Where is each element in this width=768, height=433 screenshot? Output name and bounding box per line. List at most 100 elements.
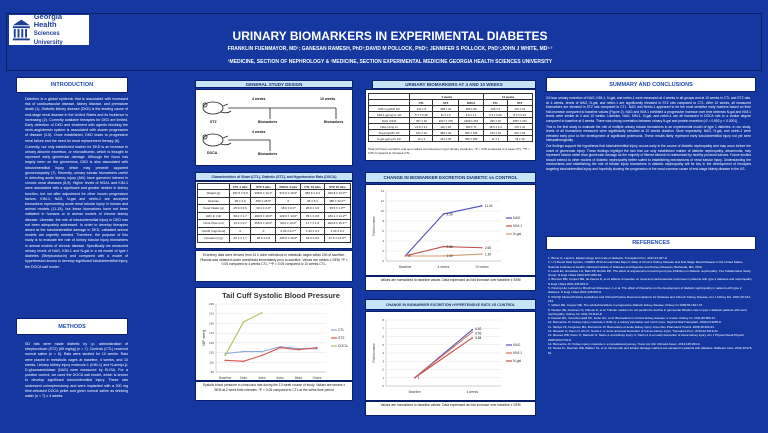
y-tick-label: 1 — [382, 376, 384, 380]
series-line-stz — [225, 347, 317, 362]
series-line-kim-1 — [414, 331, 473, 379]
y-tick-label: 130 — [209, 351, 214, 355]
data-label: 6.82 — [475, 327, 481, 331]
data-point — [481, 246, 483, 249]
y-tick-label: 4 — [382, 351, 384, 355]
legend-label: NAG — [513, 216, 521, 220]
table-cell: 38.1 ± 1.7 — [228, 211, 252, 220]
table-cell: 180.5 ± 19.0* — [250, 211, 277, 220]
x-tick-label: 2wks — [240, 376, 248, 380]
data-point — [242, 350, 245, 353]
data-point — [471, 328, 474, 331]
data-point — [471, 331, 474, 333]
intro-paragraph: Currently, our only established marker f… — [25, 144, 128, 269]
logo-text: Georgia Health — [33, 12, 63, 29]
reference-item: 9. Fassett RG, Venuthurupalli SK, Gobe G… — [548, 316, 716, 321]
table-cell: 181.1 ± 11.2** — [323, 211, 352, 220]
table-cell: 35.1 ± 0.8 — [300, 211, 325, 220]
building-icon — [12, 19, 30, 41]
y-tick-label: 230 — [209, 302, 214, 306]
table-row: Food Intake (g) 25.0 ± 0.6 30.1 ± 2.0* 18.0… — [197, 204, 352, 213]
table-header-row: CTL 4 wks STZ 4 wks DOCA 4 wks CTL 10 wks ST… — [197, 183, 352, 190]
affiliation: ¹MEDICINE, SECTION OF NEPHROLOGY & ²MEDI… — [227, 59, 553, 65]
data-label: 2.88 — [447, 245, 453, 249]
data-label: 11.04 — [485, 204, 493, 208]
table-cell: 25.0 ± 0.6 — [300, 204, 325, 213]
table-cell: Food Intake (g) — [197, 204, 230, 213]
table-cell: 308.5 ± 10.1* — [250, 189, 277, 198]
x-tick-label: 10wks — [312, 376, 321, 380]
y-tick-label: 170 — [209, 331, 214, 335]
legend-label: NAG — [513, 343, 521, 347]
table-cell: 456 ± 26.5* — [250, 196, 277, 205]
reference-item: 10. Bonventre JV. Kidney injury molecule… — [548, 320, 722, 325]
data-point — [471, 337, 474, 339]
x-tick-label: 10 weeks — [475, 265, 489, 269]
y-tick-label: 3 — [382, 359, 384, 363]
data-point — [481, 253, 483, 255]
reference-item: 1. Bruno G, Landi A. Epidemiology and co… — [548, 256, 668, 260]
y-tick-label: 0 — [382, 384, 384, 388]
data-point — [224, 359, 226, 362]
table-cell: 1.30 ± 0.1 — [300, 226, 325, 235]
y-tick-label: 7 — [382, 326, 384, 330]
y-tick-label: 2 — [382, 249, 384, 253]
reference-item: 6. KDOQI Clinical Practice Guidelines an… — [548, 294, 751, 303]
table-cell: 17.7 ± 1.6 — [300, 219, 325, 228]
rat-icon — [202, 101, 232, 115]
study-design-diagram: 4 weeks 10 weeks Biomarkers Biomarkers S… — [195, 89, 353, 166]
legend-label: CTL — [338, 328, 345, 332]
reference-item: 2. U S Renal Data System, USRDS 2010 Ann… — [548, 260, 744, 269]
intro-text: Diabetes is a global epidemic that is as… — [25, 97, 128, 312]
table-cell: 13.3 ± 0.7 — [228, 219, 252, 228]
label-10-weeks: 10 weeks — [320, 97, 336, 101]
x-tick-label: Baseline — [219, 376, 231, 380]
characteristics-table-panel: CTL 4 wks STZ 4 wks DOCA 4 wks CTL 10 wks ST… — [195, 181, 353, 249]
table-cell: 480 ± 32.2** — [323, 196, 352, 205]
y-tick-label: 12 — [381, 199, 385, 203]
table-cell: 30.1 ± 2.0* — [250, 204, 277, 213]
table-cell: 18.3 ± 0.6 — [300, 234, 325, 243]
table-cell: 78 ± 16 — [506, 135, 534, 142]
table-row: KIM-1 pg/24h 10² 161 ± 8 498 ± 42 980 ± 80 1… — [367, 105, 534, 112]
data-point — [261, 354, 263, 357]
label-4-weeks: 4 weeks — [252, 97, 266, 101]
table-cell: Uprotein (mg) — [197, 234, 230, 243]
legend-label: DOCA — [338, 344, 349, 348]
summary-text: 24 hour urinary excretion of NAG, KIM-1,… — [546, 96, 751, 173]
x-tick-label: 4 weeks — [466, 390, 478, 394]
data-point — [279, 346, 281, 349]
y-tick-label: 6 — [382, 229, 384, 233]
design-heading: GENERAL STUDY DESIGN — [195, 80, 353, 88]
data-label: 9.39 — [447, 212, 453, 216]
diabetic-chart-heading: CHANGE IN BIOMARKER EXCRETION DIABETIC v… — [365, 172, 536, 183]
chart-title: Tail Cuff Systolic Blood Pressure — [222, 291, 340, 300]
table-cell: 28.0 ± 2.6 — [250, 234, 277, 243]
table-cell: 0 — [275, 196, 302, 205]
reference-item: 12. Ramesh G, Kwon O, Ahn K. Netrin-1: a… — [548, 329, 719, 334]
x-tick-label: Baseline — [399, 265, 411, 269]
data-label: 1.02 — [447, 254, 453, 258]
biomarker-table-note: Total (24 hour) excretion and spot value… — [368, 147, 530, 156]
data-point — [442, 245, 445, 248]
data-point — [481, 205, 483, 207]
poster-title: URINARY BIOMARKERS IN EXPERIMENTAL DIABE… — [232, 29, 548, 43]
logo-subtext: Sciences University — [33, 31, 63, 46]
reference-item: 15. Nauta FL, Boertien WE, Bakker SJ, et… — [548, 346, 753, 355]
table-cell: 161 ± 36 — [432, 135, 459, 142]
y-tick-label: 90 — [211, 370, 215, 374]
table-row: Uprotein (mg) 25.1 ± 1.7 28.0 ± 2.6 105.0 ±… — [197, 234, 352, 243]
table-row: Glucose 95 ± 4.0 456 ± 26.5* 0 96 ± 5.1 480 ±… — [197, 196, 352, 205]
x-tick-label: 6wks — [277, 376, 285, 380]
bp-chart: Tail Cuff Systolic Blood Pressure 90 110 13… — [202, 291, 349, 380]
data-label: 1 — [408, 254, 410, 258]
diabetic-chart-caption: Values are normalized to baseline values… — [365, 276, 536, 291]
label-biomarkers: Biomarkers — [258, 120, 278, 124]
diabetic-chart: 0 2 4 6 8 10 12 14 Baseline 4 weeks 10 weeks Fold I… — [372, 189, 522, 269]
data-label: 5.84 — [475, 336, 481, 340]
y-tick-label: 0 — [382, 259, 384, 263]
table-cell: 374.0 ± 10.0* — [275, 189, 302, 198]
series-line-n-gal — [414, 337, 473, 379]
table-cell: N-gal pg/mg Cr 10² — [367, 135, 411, 142]
y-tick-label: 2 — [382, 368, 384, 372]
